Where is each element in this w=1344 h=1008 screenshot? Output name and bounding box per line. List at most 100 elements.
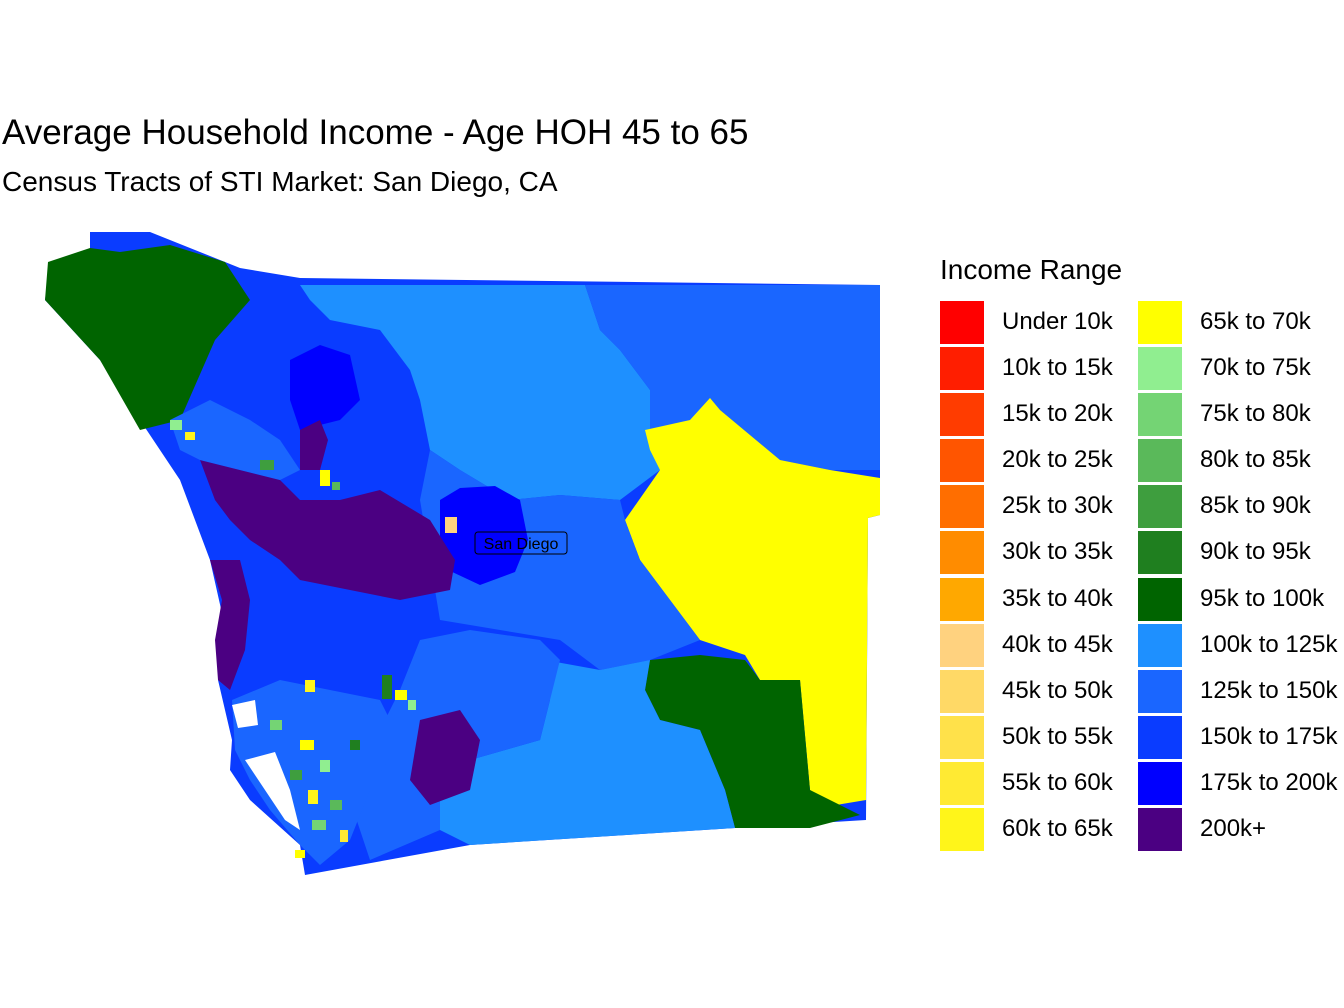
legend-item: 60k to 65k — [940, 807, 1150, 853]
legend-label: 35k to 40k — [1002, 584, 1113, 612]
legend-swatch — [940, 761, 984, 805]
legend-swatch — [940, 393, 984, 437]
legend-swatch — [940, 623, 984, 667]
legend-title: Income Range — [940, 254, 1123, 285]
tract — [445, 517, 457, 533]
legend-swatch — [1138, 808, 1182, 852]
legend-item: 125k to 150k — [1138, 669, 1344, 715]
legend-swatch — [1138, 347, 1182, 391]
legend-label: 10k to 15k — [1002, 354, 1113, 382]
legend-item: 95k to 100k — [1138, 577, 1344, 623]
legend-label: 150k to 175k — [1200, 722, 1338, 750]
region-southeast-green — [645, 655, 860, 828]
tract — [382, 675, 392, 699]
legend-label: 95k to 100k — [1200, 584, 1325, 612]
region-south-light — [440, 660, 735, 845]
tract — [308, 790, 318, 804]
region-purple-inland — [410, 710, 480, 805]
tract — [320, 470, 330, 486]
region-purple-west — [200, 460, 455, 600]
legend-label: 200k+ — [1200, 815, 1267, 843]
legend-swatch — [1138, 577, 1182, 621]
bay-water — [232, 700, 258, 728]
legend-label: 15k to 20k — [1002, 400, 1113, 428]
tract — [300, 740, 314, 750]
legend-label: 90k to 95k — [1200, 538, 1311, 566]
tract — [332, 482, 340, 490]
legend-label: 65k to 70k — [1200, 308, 1311, 335]
legend-swatch — [1138, 485, 1182, 529]
legend-item: 100k to 125k — [1138, 623, 1344, 669]
legend-item: 55k to 60k — [940, 761, 1150, 807]
legend-swatch — [940, 439, 984, 483]
tract — [305, 680, 315, 692]
tract — [320, 760, 330, 772]
legend-swatch — [1138, 623, 1182, 667]
legend-item: 50k to 55k — [940, 715, 1150, 761]
region-ramona — [440, 486, 528, 585]
legend-label: 30k to 35k — [1002, 538, 1113, 566]
tract — [395, 690, 407, 700]
legend-label: 40k to 45k — [1002, 630, 1113, 658]
legend-label: 80k to 85k — [1200, 446, 1311, 474]
legend-item: 20k to 25k — [940, 438, 1150, 484]
legend-item: 175k to 200k — [1138, 761, 1344, 807]
legend-swatch — [1138, 531, 1182, 575]
legend-label: 100k to 125k — [1200, 630, 1338, 658]
region-purple-coast — [210, 560, 250, 690]
legend-swatch — [940, 485, 984, 529]
region-northeast — [585, 285, 880, 470]
legend-swatch — [940, 577, 984, 621]
legend-item: 10k to 15k — [940, 346, 1150, 392]
tract — [185, 432, 195, 440]
legend-label: 60k to 65k — [1002, 815, 1113, 843]
legend-swatch — [1138, 301, 1182, 344]
legend-label: 75k to 80k — [1200, 400, 1311, 428]
legend-column-2: 65k to 70k 70k to 75k 75k to 80k 80k to 85k… — [1138, 300, 1344, 853]
legend-label: 55k to 60k — [1002, 768, 1113, 796]
legend-swatch — [1138, 439, 1182, 483]
tract — [408, 700, 416, 710]
legend: Under 10k 10k to 15k 15k to 20k 20k to 25k 2… — [940, 300, 1344, 852]
region-north-light — [300, 285, 660, 500]
legend-item: Under 10k — [940, 300, 1150, 346]
tract — [290, 770, 302, 780]
region-north-green — [45, 245, 250, 430]
choropleth-map: San Diego — [45, 232, 880, 875]
legend-item: 45k to 50k — [940, 669, 1150, 715]
tract — [170, 420, 182, 430]
legend-item: 35k to 40k — [940, 577, 1150, 623]
city-label: San Diego — [484, 536, 559, 553]
legend-swatch — [940, 808, 984, 852]
tract — [340, 830, 348, 842]
legend-label: 25k to 30k — [1002, 492, 1113, 520]
map-title: Average Household Income - Age HOH 45 to… — [2, 113, 749, 152]
tract — [350, 740, 360, 750]
legend-column-1: Under 10k 10k to 15k 15k to 20k 20k to 25k 2… — [940, 300, 1150, 853]
legend-item: 75k to 80k — [1138, 392, 1344, 438]
legend-label: 175k to 200k — [1200, 768, 1338, 796]
region-north-inland — [290, 345, 360, 430]
region-purple-north — [300, 420, 328, 470]
legend-swatch — [1138, 761, 1182, 805]
legend-label: 70k to 75k — [1200, 354, 1311, 382]
legend-item: 90k to 95k — [1138, 530, 1344, 576]
legend-item: 70k to 75k — [1138, 346, 1344, 392]
legend-item: 85k to 90k — [1138, 484, 1344, 530]
legend-swatch — [940, 669, 984, 713]
legend-label: 125k to 150k — [1200, 676, 1338, 704]
legend-swatch — [940, 301, 984, 344]
legend-item: 65k to 70k — [1138, 300, 1344, 346]
tract — [270, 720, 282, 730]
tract — [295, 850, 305, 858]
bay-water — [245, 752, 300, 830]
legend-label: 85k to 90k — [1200, 492, 1311, 520]
tract — [312, 820, 326, 830]
legend-item: 25k to 30k — [940, 484, 1150, 530]
legend-label: 50k to 55k — [1002, 722, 1113, 750]
city-label-box — [474, 531, 568, 555]
legend-item: 200k+ — [1138, 807, 1344, 853]
map-subtitle: Census Tracts of STI Market: San Diego, … — [2, 166, 558, 197]
legend-swatch — [940, 531, 984, 575]
legend-label: Under 10k — [1002, 308, 1113, 335]
